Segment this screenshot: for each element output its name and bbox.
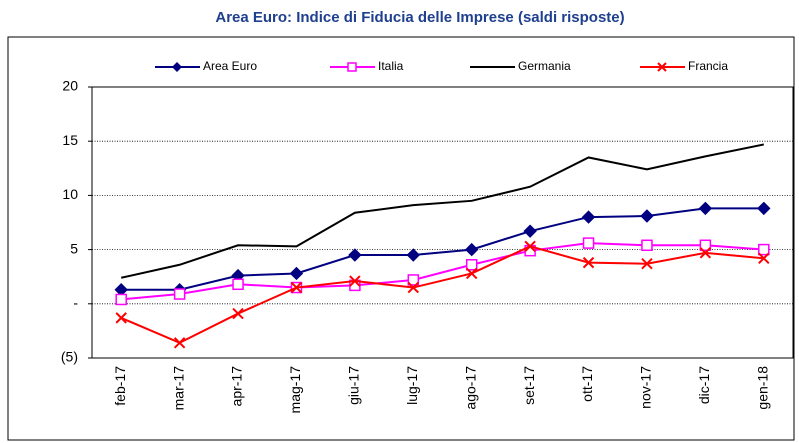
y-tick-label: 20 bbox=[62, 78, 78, 94]
marker bbox=[582, 256, 595, 269]
marker bbox=[232, 307, 244, 320]
legend-label: Italia bbox=[378, 59, 404, 73]
marker bbox=[349, 275, 361, 287]
x-tick-label: set-17 bbox=[521, 366, 537, 405]
marker bbox=[524, 240, 536, 253]
marker bbox=[290, 281, 303, 294]
x-tick-label: feb-17 bbox=[112, 366, 128, 406]
marker bbox=[698, 201, 713, 216]
marker bbox=[465, 242, 479, 257]
marker bbox=[523, 224, 537, 238]
marker bbox=[407, 274, 420, 286]
marker bbox=[466, 267, 478, 280]
chart-frame bbox=[7, 36, 795, 441]
marker bbox=[699, 247, 712, 259]
legend-label: Francia bbox=[688, 59, 728, 73]
y-tick-label: (5) bbox=[61, 349, 78, 365]
x-tick-label: lug-17 bbox=[404, 366, 420, 405]
marker bbox=[581, 210, 596, 224]
marker bbox=[289, 266, 304, 281]
marker bbox=[465, 259, 478, 271]
series-line bbox=[120, 143, 764, 279]
marker bbox=[407, 281, 419, 294]
y-tick-label: - bbox=[73, 295, 78, 311]
x-tick-label: ago-17 bbox=[462, 366, 478, 410]
plot-frame bbox=[91, 86, 794, 359]
x-tick-label: ott-17 bbox=[579, 366, 595, 402]
series-line bbox=[120, 245, 764, 344]
x-tick-label: mar-17 bbox=[170, 366, 186, 411]
marker bbox=[115, 293, 127, 306]
x-tick-label: gen-18 bbox=[754, 366, 770, 410]
legend-label: Area Euro bbox=[203, 59, 257, 73]
chart-title: Area Euro: Indice di Fiducia delle Impre… bbox=[215, 9, 624, 26]
legend-marker bbox=[172, 62, 182, 72]
marker bbox=[641, 257, 653, 270]
series-line bbox=[121, 242, 764, 301]
x-tick-label: nov-17 bbox=[638, 366, 654, 409]
marker bbox=[406, 248, 420, 262]
x-tick-label: giu-17 bbox=[346, 366, 362, 405]
marker bbox=[582, 237, 595, 249]
x-tick-label: apr-17 bbox=[229, 366, 245, 407]
marker bbox=[348, 248, 362, 262]
x-tick-label: mag-17 bbox=[287, 366, 303, 414]
marker bbox=[115, 312, 127, 324]
marker bbox=[641, 239, 653, 252]
y-tick-label: 15 bbox=[62, 132, 78, 148]
marker bbox=[173, 288, 186, 300]
y-tick-label: 10 bbox=[62, 186, 78, 202]
marker bbox=[757, 201, 771, 216]
legend-marker bbox=[657, 62, 667, 72]
x-tick-label: dic-17 bbox=[696, 366, 712, 404]
series-line bbox=[121, 207, 764, 291]
marker bbox=[640, 209, 654, 223]
marker bbox=[758, 243, 770, 256]
marker bbox=[232, 278, 244, 291]
legend-marker bbox=[347, 62, 357, 72]
marker bbox=[699, 239, 712, 252]
y-tick-label: 5 bbox=[70, 240, 78, 256]
marker bbox=[173, 337, 186, 349]
marker bbox=[758, 252, 770, 264]
legend-label: Germania bbox=[518, 59, 571, 73]
